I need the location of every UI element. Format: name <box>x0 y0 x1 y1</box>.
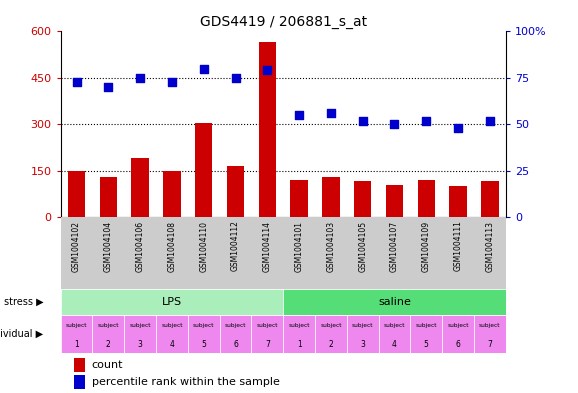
Point <box>358 118 368 124</box>
Bar <box>74 358 85 372</box>
Text: subject: subject <box>288 323 310 329</box>
Text: 5: 5 <box>201 340 206 349</box>
Text: subject: subject <box>161 323 183 329</box>
Text: 1: 1 <box>74 340 79 349</box>
Text: 2: 2 <box>328 340 334 349</box>
Text: 4: 4 <box>392 340 397 349</box>
Bar <box>379 314 410 353</box>
Bar <box>354 182 372 217</box>
Text: GSM1004105: GSM1004105 <box>358 220 367 272</box>
Bar <box>227 166 244 217</box>
Bar <box>220 314 251 353</box>
Text: 6: 6 <box>455 340 461 349</box>
Text: subject: subject <box>352 323 373 329</box>
Text: subject: subject <box>320 323 342 329</box>
Point <box>326 110 335 116</box>
Title: GDS4419 / 206881_s_at: GDS4419 / 206881_s_at <box>199 15 367 29</box>
Bar <box>99 177 117 217</box>
Point <box>421 118 431 124</box>
Text: 2: 2 <box>106 340 111 349</box>
Text: subject: subject <box>447 323 469 329</box>
Bar <box>195 123 213 217</box>
Text: GSM1004107: GSM1004107 <box>390 220 399 272</box>
Text: GSM1004112: GSM1004112 <box>231 220 240 272</box>
Text: saline: saline <box>378 297 411 307</box>
Bar <box>163 171 181 217</box>
Bar <box>347 314 379 353</box>
Text: GSM1004110: GSM1004110 <box>199 220 208 272</box>
Text: GSM1004113: GSM1004113 <box>486 220 494 272</box>
Bar <box>74 375 85 389</box>
Text: 7: 7 <box>487 340 492 349</box>
Text: 7: 7 <box>265 340 270 349</box>
Bar <box>283 289 506 314</box>
Text: GSM1004103: GSM1004103 <box>327 220 335 272</box>
Text: subject: subject <box>225 323 246 329</box>
Point <box>72 78 81 84</box>
Bar <box>290 180 308 217</box>
Bar <box>258 42 276 217</box>
Text: GSM1004109: GSM1004109 <box>422 220 431 272</box>
Point <box>135 75 144 81</box>
Text: GSM1004102: GSM1004102 <box>72 220 81 272</box>
Point <box>199 65 209 72</box>
Bar <box>156 314 188 353</box>
Text: 3: 3 <box>138 340 143 349</box>
Point <box>485 118 494 124</box>
Bar <box>410 314 442 353</box>
Bar <box>474 314 506 353</box>
Text: subject: subject <box>66 323 87 329</box>
Bar <box>61 314 92 353</box>
Bar <box>131 158 149 217</box>
Text: LPS: LPS <box>162 297 182 307</box>
Point <box>390 121 399 127</box>
Text: GSM1004101: GSM1004101 <box>295 220 303 272</box>
Text: GSM1004114: GSM1004114 <box>263 220 272 272</box>
Bar <box>124 314 156 353</box>
Text: subject: subject <box>257 323 278 329</box>
Point <box>231 75 240 81</box>
Point <box>453 125 462 131</box>
Text: GSM1004108: GSM1004108 <box>168 220 176 272</box>
Text: subject: subject <box>193 323 214 329</box>
Text: 3: 3 <box>360 340 365 349</box>
Bar <box>315 314 347 353</box>
Bar <box>61 289 283 314</box>
Bar <box>386 185 403 217</box>
Point <box>168 78 177 84</box>
Text: count: count <box>92 360 123 370</box>
Text: 5: 5 <box>424 340 429 349</box>
Bar <box>481 182 499 217</box>
Text: subject: subject <box>479 323 501 329</box>
Text: GSM1004104: GSM1004104 <box>104 220 113 272</box>
Bar <box>92 314 124 353</box>
Bar <box>322 177 340 217</box>
Text: subject: subject <box>98 323 119 329</box>
Text: GSM1004106: GSM1004106 <box>136 220 144 272</box>
Text: GSM1004111: GSM1004111 <box>454 220 462 272</box>
Point <box>104 84 113 90</box>
Point <box>262 67 272 73</box>
Bar <box>449 186 467 217</box>
Text: individual ▶: individual ▶ <box>0 329 43 339</box>
Text: percentile rank within the sample: percentile rank within the sample <box>92 377 280 387</box>
Point <box>295 112 304 118</box>
Bar <box>283 314 315 353</box>
Bar <box>417 180 435 217</box>
Bar <box>251 314 283 353</box>
Bar <box>68 171 86 217</box>
Text: 4: 4 <box>169 340 175 349</box>
Text: subject: subject <box>416 323 437 329</box>
Text: stress ▶: stress ▶ <box>3 297 43 307</box>
Text: 1: 1 <box>297 340 302 349</box>
Text: 6: 6 <box>233 340 238 349</box>
Bar <box>442 314 474 353</box>
Text: subject: subject <box>384 323 405 329</box>
Text: subject: subject <box>129 323 151 329</box>
Bar <box>188 314 220 353</box>
